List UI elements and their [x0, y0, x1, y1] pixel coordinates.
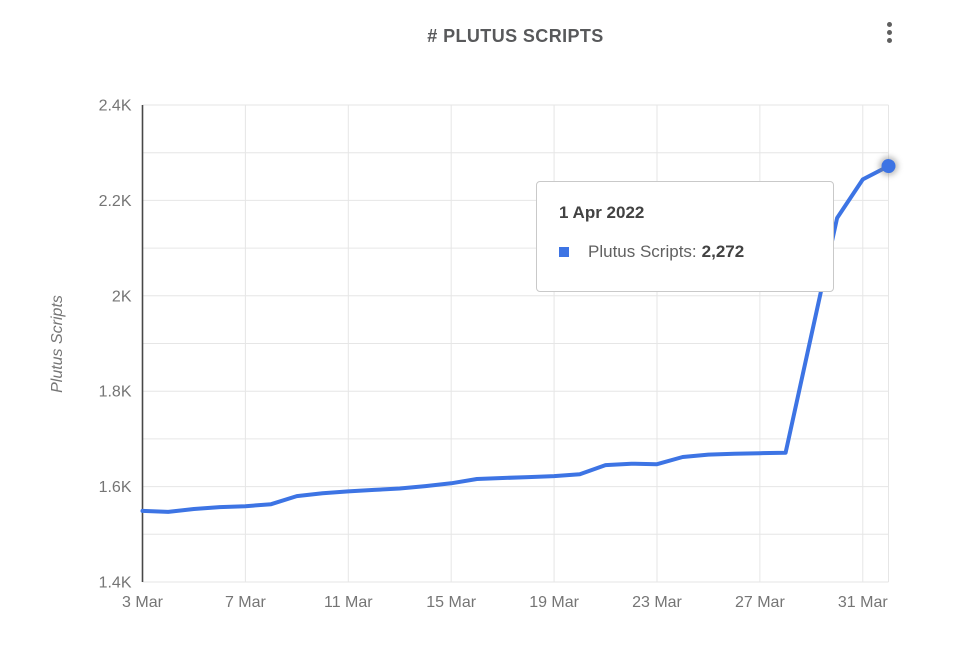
kebab-dot	[886, 37, 892, 43]
series-marker-icon	[559, 247, 569, 257]
tooltip-series-label: Plutus Scripts:	[588, 242, 697, 261]
x-tick-label: 27 Mar	[735, 594, 785, 611]
y-tick-label: 1.6K	[99, 479, 132, 496]
chart-header: # PLUTUS SCRIPTS	[76, 0, 955, 60]
x-tick-label: 23 Mar	[632, 594, 682, 611]
last-point-marker[interactable]	[881, 159, 896, 174]
kebab-dot	[886, 21, 892, 27]
tooltip-date: 1 Apr 2022	[559, 203, 645, 222]
x-tick-label: 11 Mar	[324, 594, 373, 611]
y-tick-label: 2.4K	[99, 98, 132, 115]
tooltip-series-value: 2,272	[701, 242, 745, 261]
kebab-dot	[886, 29, 892, 35]
y-tick-label: 1.4K	[99, 575, 132, 592]
kebab-menu-icon[interactable]	[874, 12, 904, 52]
x-tick-label: 3 Mar	[122, 594, 164, 611]
chart-tooltip: 1 Apr 2022 Plutus Scripts: 2,272	[536, 181, 834, 292]
plutus-scripts-line-series[interactable]	[140, 164, 891, 514]
x-tick-label: 7 Mar	[225, 594, 267, 611]
tooltip-series-row: Plutus Scripts: 2,272	[559, 242, 811, 262]
x-tick-label: 19 Mar	[529, 594, 579, 611]
x-tick-label: 15 Mar	[426, 594, 476, 611]
chart-title: # PLUTUS SCRIPTS	[427, 26, 604, 46]
y-tick-label: 2.2K	[99, 193, 132, 210]
y-axis-title: Plutus Scripts	[49, 295, 66, 393]
y-tick-label: 2K	[112, 288, 132, 305]
y-tick-label: 1.8K	[99, 384, 132, 401]
x-tick-label: 31 Mar	[838, 594, 888, 611]
